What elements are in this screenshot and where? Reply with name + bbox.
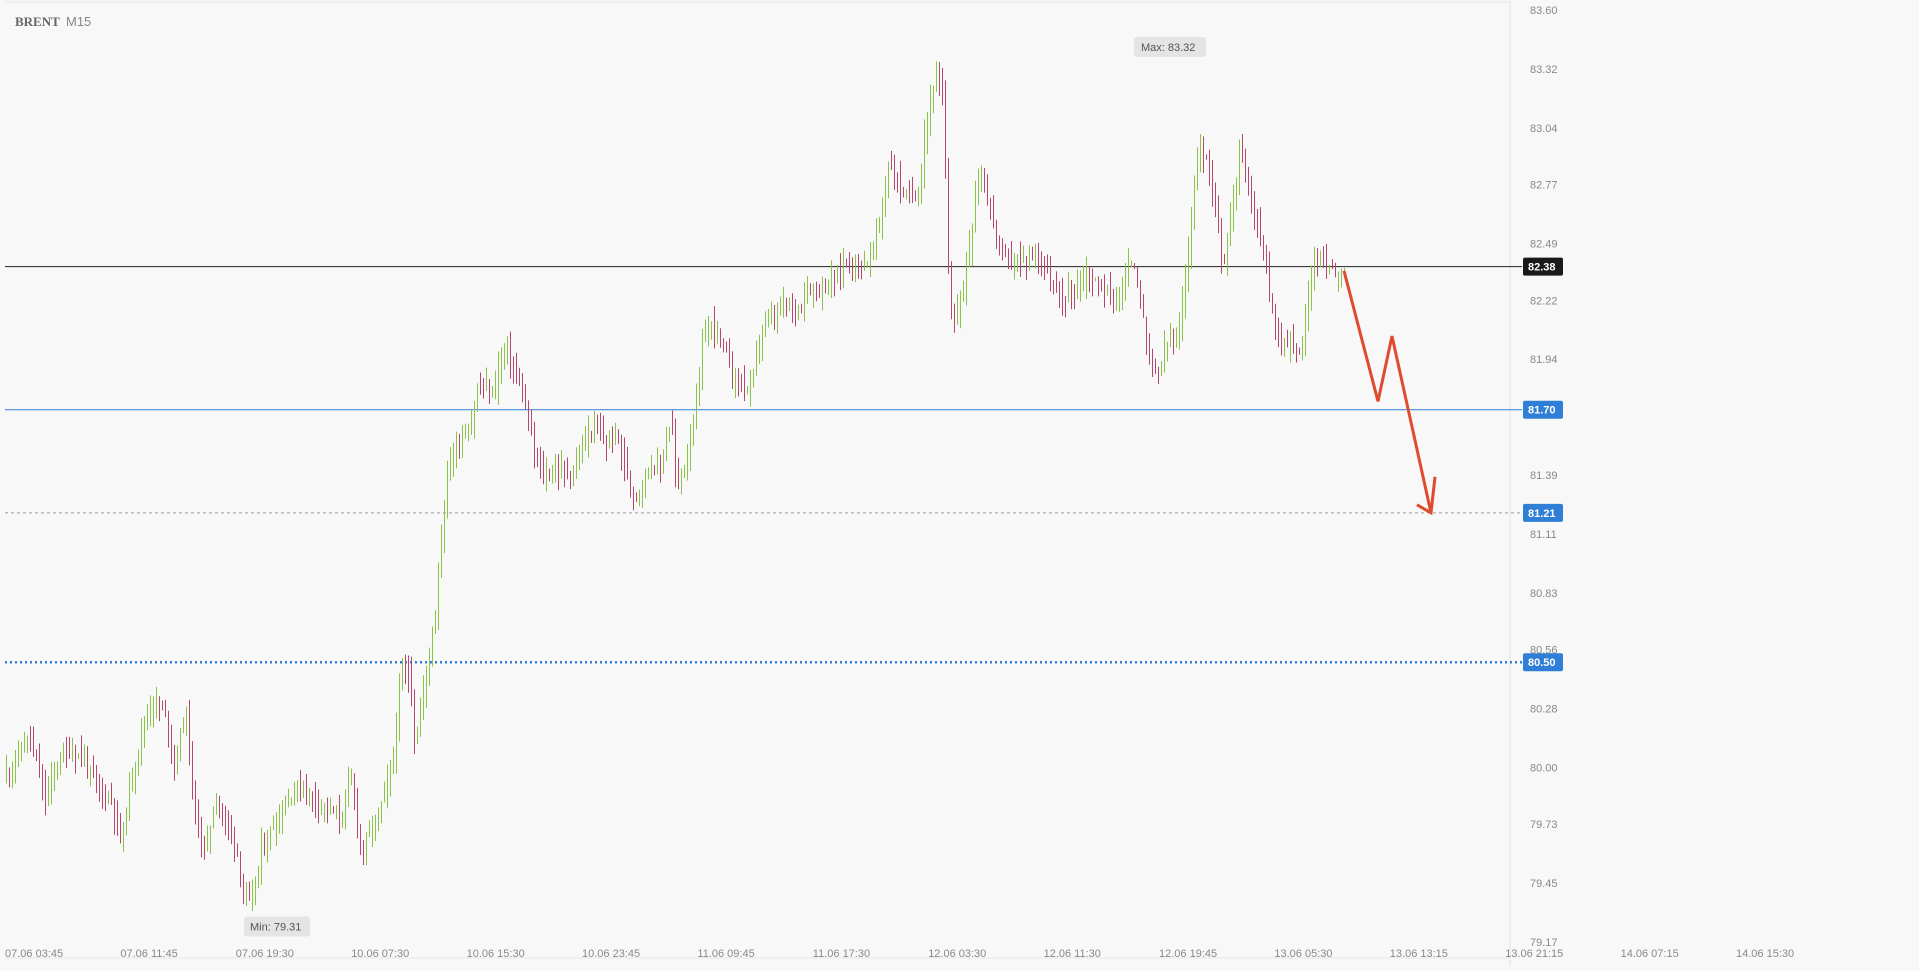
current-price-badge-label: 82.38 — [1528, 262, 1556, 274]
x-tick-label: 11.06 09:45 — [697, 948, 754, 960]
x-axis: 07.06 03:45 07.06 11:45 07.06 19:30 10.06 0… — [5, 948, 1794, 960]
min-label: Min: 79.31 — [250, 922, 301, 934]
x-tick-label: 13.06 21:15 — [1505, 948, 1563, 960]
y-tick-label: 82.77 — [1530, 180, 1558, 192]
y-tick-label: 80.83 — [1530, 588, 1558, 600]
y-axis: 83.60 83.32 83.04 82.77 82.49 82.22 81.94 81.39… — [1523, 5, 1563, 949]
forecast-arrow-line — [1342, 270, 1433, 514]
x-tick-label: 14.06 07:15 — [1621, 948, 1679, 960]
annotations-layer: Max: 83.32 Min: 79.31 — [244, 36, 1206, 937]
x-tick-label: 10.06 15:30 — [467, 948, 525, 960]
x-tick-label: 07.06 03:45 — [5, 948, 63, 960]
y-tick-label: 82.22 — [1530, 295, 1558, 307]
max-badge — [1134, 36, 1206, 57]
y-tick-label: 80.00 — [1530, 762, 1558, 774]
symbol-label: BRENT — [15, 14, 60, 29]
x-tick-label: 07.06 19:30 — [236, 948, 294, 960]
x-tick-label: 12.06 11:30 — [1044, 948, 1101, 960]
x-tick-label: 07.06 11:45 — [120, 948, 177, 960]
x-tick-label: 14.06 15:30 — [1736, 948, 1794, 960]
level-badge-label: 80.50 — [1528, 657, 1556, 669]
y-tick-label: 79.45 — [1530, 878, 1558, 890]
max-label: Max: 83.32 — [1141, 42, 1195, 54]
level-badge-bg — [1523, 503, 1563, 522]
forecast-arrow-head — [1416, 476, 1437, 516]
x-tick-label: 12.06 19:45 — [1159, 948, 1217, 960]
y-tick-label: 81.94 — [1530, 354, 1558, 366]
y-tick-label: 83.60 — [1530, 5, 1558, 17]
y-tick-label: 81.11 — [1530, 529, 1557, 541]
candles-layer — [6, 61, 1345, 911]
timeframe-label: M15 — [66, 14, 91, 29]
chart-header: BRENT M15 — [15, 14, 91, 29]
x-tick-label: 13.06 13:15 — [1390, 948, 1448, 960]
x-tick-label: 13.06 05:30 — [1274, 948, 1332, 960]
x-tick-label: 10.06 07:30 — [351, 948, 409, 960]
y-tick-label: 83.32 — [1530, 64, 1558, 76]
level-badge-label: 81.70 — [1528, 405, 1556, 417]
level-badge-bg — [1523, 400, 1563, 419]
x-tick-label: 12.06 03:30 — [928, 948, 986, 960]
y-tick-label: 81.39 — [1530, 470, 1558, 482]
min-badge — [244, 916, 310, 937]
level-badge-label: 81.21 — [1528, 508, 1556, 520]
y-tick-label: 79.73 — [1530, 819, 1558, 831]
y-tick-label: 80.28 — [1530, 703, 1558, 715]
current-price-badge-bg — [1523, 257, 1563, 276]
forecast-layer — [1342, 270, 1437, 516]
level-badge-bg — [1523, 653, 1563, 672]
x-tick-label: 11.06 17:30 — [813, 948, 870, 960]
y-tick-label: 83.04 — [1530, 123, 1558, 135]
x-tick-label: 10.06 23:45 — [582, 948, 640, 960]
y-tick-label: 82.49 — [1530, 239, 1558, 251]
y-tick-label: 79.17 — [1530, 937, 1558, 949]
